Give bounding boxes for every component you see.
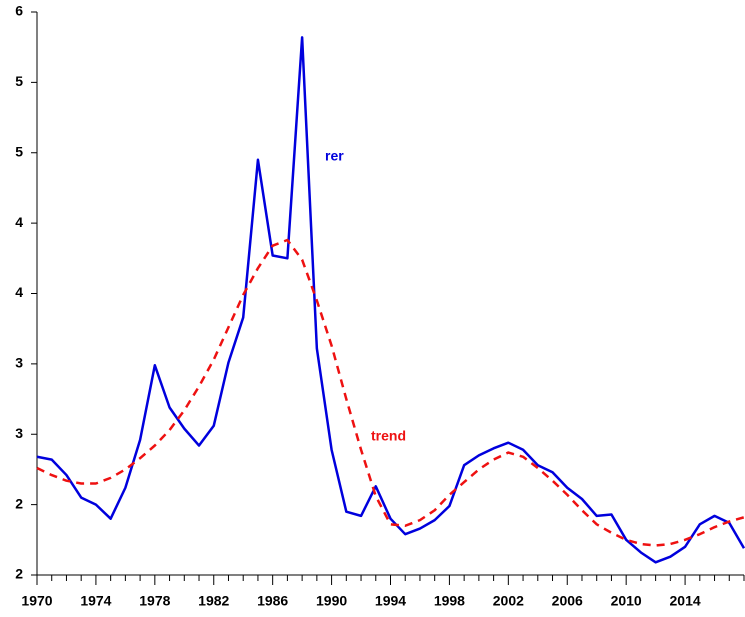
x-tick-label: 1994: [375, 593, 406, 609]
x-tick-label: 2002: [493, 593, 524, 609]
y-tick-label: 4: [15, 284, 23, 300]
y-tick-label: 3: [15, 355, 23, 371]
x-tick-label: 2006: [552, 593, 583, 609]
x-tick-label: 1998: [434, 593, 465, 609]
series-label: trend: [371, 428, 406, 444]
series-line: [36, 238, 745, 547]
y-tick-label: 5: [15, 73, 23, 89]
series-label: rer: [325, 148, 344, 164]
x-tick-label: 1978: [139, 593, 170, 609]
y-tick-label: 3: [15, 425, 23, 441]
x-tick-label: 2010: [611, 593, 642, 609]
x-tick-label: 1974: [80, 593, 111, 609]
x-tick-label: 2014: [670, 593, 701, 609]
x-tick-label: 1982: [198, 593, 229, 609]
x-tick-label: 1970: [21, 593, 52, 609]
x-tick-label: 1990: [316, 593, 347, 609]
y-tick-label: 5: [15, 143, 23, 159]
y-tick-label: 4: [15, 214, 23, 230]
y-tick-label: 2: [15, 495, 23, 511]
x-tick-label: 1986: [257, 593, 288, 609]
series-line: [36, 36, 745, 564]
y-tick-label: 6: [15, 3, 23, 19]
y-tick-label: 2: [15, 566, 23, 582]
